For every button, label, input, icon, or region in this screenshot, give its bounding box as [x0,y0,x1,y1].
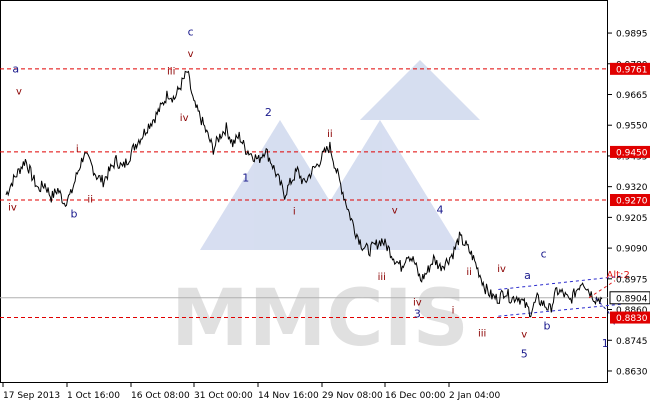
wave-label: 1 [242,171,249,184]
y-tick-label: 0.8745 [616,337,648,347]
wave-label: c [541,247,547,260]
y-tick-label: 0.8860 [616,306,648,316]
wave-label: b [71,207,78,220]
wave-label: i [452,306,455,317]
y-tick-label: 0.8630 [616,367,648,377]
level-value-box [610,194,650,207]
wave-label: 1 [602,337,609,350]
wave-label: v [188,49,194,60]
wave-label: v [521,330,527,341]
wave-label: iii [478,328,486,339]
level-value-label: 0.9270 [616,197,648,207]
x-tick-label: 16 Dec 00:00 [385,391,446,401]
wave-label: 4 [437,203,444,216]
channel-lower-line [498,303,622,317]
level-value-box [610,145,650,158]
watermark: MMCIS [171,60,480,364]
watermark-text: MMCIS [171,274,469,364]
wave-label: iii [378,272,386,283]
wave-label: ii [327,129,333,140]
y-tick-label: 0.9205 [616,214,648,224]
y-tick-label: 0.9090 [616,245,648,255]
wave-label: b [543,320,550,333]
y-tick-label: 0.9665 [616,91,648,101]
level-value-label: 0.9761 [616,65,648,75]
wave-label: v [392,205,398,216]
x-tick-label: 29 Nov 08:00 [322,391,383,401]
x-tick-label: 1 Oct 16:00 [67,391,120,401]
wave-label: i [76,144,79,155]
wave-label: iv [8,203,17,214]
wave-label: ii [87,195,93,206]
current-price-label: 0.8904 [616,294,648,304]
wave-label: c [188,26,194,39]
x-tick-label: 2 Jan 04:00 [449,391,501,401]
wave-label: iv [180,113,189,124]
projection-blue-line [595,297,616,326]
wave-label: iii [167,66,175,77]
wave-label: a [12,63,19,76]
wave-label: iv [413,298,422,309]
plot-frame [0,0,608,383]
wave-label: v [16,86,22,97]
x-tick-label: 14 Nov 16:00 [258,391,319,401]
watermark-logo [200,60,480,250]
x-tick-label: 16 Oct 08:00 [131,391,190,401]
level-value-box [610,311,650,324]
channel-upper-line [498,275,622,290]
x-tick-label: 31 Oct 00:00 [194,391,253,401]
price-line [5,70,603,318]
wave-label: iv [497,264,506,275]
projection-red-line [588,280,616,299]
y-tick-label: 0.9550 [616,122,648,132]
y-tick-label: 0.9895 [616,30,648,40]
wave-label: i [293,207,296,218]
wave-label: Alt:2 [607,270,630,281]
current-price-box [609,291,650,305]
level-value-box [610,62,650,75]
wave-label: a [524,269,531,282]
y-tick-label: 0.9320 [616,183,648,193]
wave-label: 3 [414,308,421,321]
y-tick-label: 0.8975 [616,275,648,285]
x-tick-label: 17 Sep 2013 [3,391,60,401]
wave-label: 5 [521,348,528,361]
level-value-label: 0.8830 [616,314,648,324]
level-value-label: 0.9450 [616,148,648,158]
wave-label: ii [466,267,472,278]
wave-label: 2 [265,106,272,119]
